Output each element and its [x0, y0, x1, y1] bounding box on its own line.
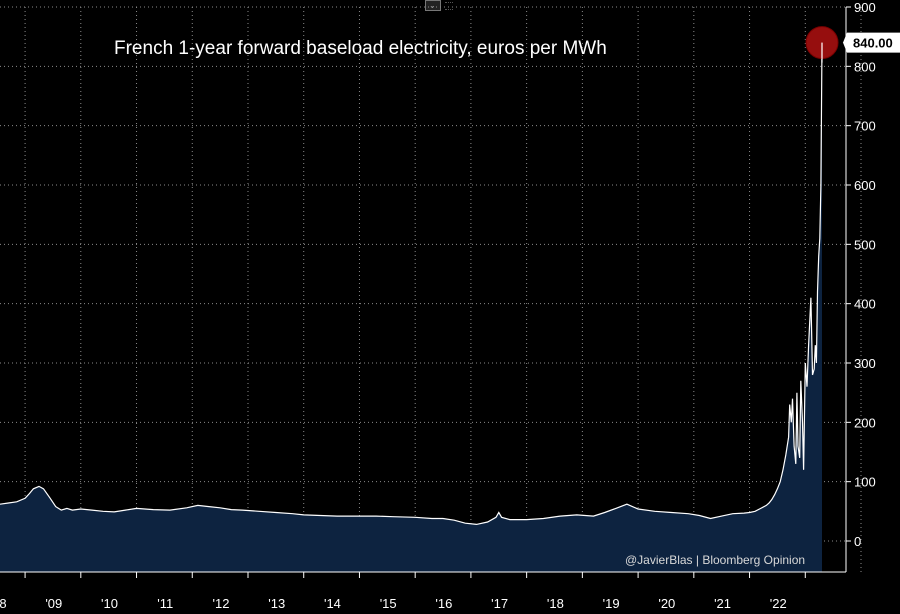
series-area-fill — [0, 42, 822, 573]
y-tick-label: 200 — [854, 415, 876, 430]
y-tick-label: 100 — [854, 475, 876, 490]
x-tick-label: '18 — [547, 596, 564, 611]
x-tick-label: '10 — [101, 596, 118, 611]
x-tick-label: '20 — [658, 596, 675, 611]
grid — [0, 6, 862, 572]
chart-title: French 1-year forward baseload electrici… — [114, 38, 607, 59]
last-value-label: 840.00 — [853, 36, 893, 51]
chevron-down-icon: ⌄ — [429, 1, 436, 10]
x-tick-label: '14 — [324, 596, 341, 611]
x-tick-label: '15 — [380, 596, 397, 611]
x-tick-label: '08 — [0, 596, 7, 611]
axes — [0, 6, 851, 578]
x-tick-label: '17 — [491, 596, 508, 611]
x-tick-label: '12 — [213, 596, 230, 611]
series-area — [0, 42, 823, 573]
x-tick-label: '09 — [45, 596, 62, 611]
y-axis-ticks: 0 100 200 300 400 500 600 700 800 900 — [854, 0, 876, 549]
y-tick-label: 900 — [854, 0, 876, 15]
toolbar-grip — [445, 2, 453, 10]
y-tick-label: 800 — [854, 59, 876, 74]
y-tick-label: 700 — [854, 119, 876, 134]
x-tick-label: '21 — [714, 596, 731, 611]
y-tick-label: 300 — [854, 356, 876, 371]
last-value-highlight: 840.00 — [805, 26, 900, 63]
chart-credit: @JavierBlas | Bloomberg Opinion — [625, 553, 805, 567]
last-value-label-bg — [843, 32, 900, 53]
x-axis-ticks: '08 '09 '10 '11 '12 '13 '14 '15 '16 '17 '18 '19 '20 '… — [0, 596, 787, 611]
y-tick-label: 400 — [854, 297, 876, 312]
y-tick-label: 0 — [854, 534, 861, 549]
x-tick-label: '16 — [435, 596, 452, 611]
x-tick-label: '22 — [770, 596, 787, 611]
chart-options-button[interactable]: ⌄ — [425, 0, 441, 11]
x-tick-label: '11 — [157, 596, 173, 611]
x-tick-label: '13 — [268, 596, 285, 611]
y-tick-label: 500 — [854, 237, 876, 252]
series-line — [0, 42, 823, 526]
x-tick-label: '19 — [603, 596, 620, 611]
y-tick-label: 600 — [854, 178, 876, 193]
